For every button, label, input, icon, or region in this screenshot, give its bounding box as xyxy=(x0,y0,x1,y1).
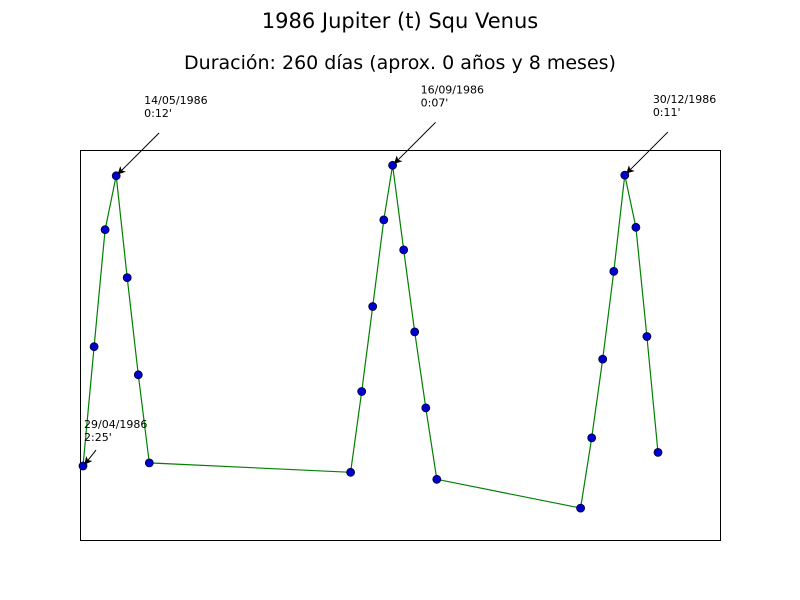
annotation-date: 29/04/1986 xyxy=(84,418,147,431)
data-point-6 xyxy=(144,458,154,468)
data-point-12 xyxy=(399,245,409,255)
data-point-17 xyxy=(587,433,597,443)
data-point-21 xyxy=(631,222,641,232)
annotation-arrow xyxy=(84,449,97,465)
data-point-15 xyxy=(432,474,442,484)
data-point-19 xyxy=(609,266,619,276)
data-point-23 xyxy=(653,447,663,457)
annotation-arrow xyxy=(626,131,669,174)
annotation-time: 2:25' xyxy=(84,431,112,444)
data-point-13 xyxy=(410,327,420,337)
data-point-5 xyxy=(133,370,143,380)
data-point-18 xyxy=(598,354,608,364)
data-point-10 xyxy=(379,215,389,225)
chart-subtitle: Duración: 260 días (aprox. 0 años y 8 me… xyxy=(184,52,616,74)
series-line xyxy=(82,165,659,509)
data-point-4 xyxy=(122,273,132,283)
data-point-14 xyxy=(421,403,431,413)
data-point-16 xyxy=(576,503,585,513)
chart-title: 1986 Jupiter (t) Squ Venus xyxy=(262,9,538,33)
data-point-22 xyxy=(642,332,652,341)
annotation-date: 14/05/1986 xyxy=(144,94,207,107)
annotation-time: 0:12' xyxy=(144,107,172,120)
annotation-date: 30/12/1986 xyxy=(653,93,716,106)
annotation-arrow xyxy=(393,121,436,165)
plot-area-frame xyxy=(80,150,721,541)
series-layer xyxy=(78,160,663,513)
annotation-time: 0:07' xyxy=(421,96,449,109)
data-point-2 xyxy=(100,225,110,235)
annotation-time: 0:11' xyxy=(653,106,681,119)
data-point-8 xyxy=(357,387,367,396)
data-point-1 xyxy=(89,342,99,352)
data-point-7 xyxy=(346,467,356,477)
data-point-9 xyxy=(368,302,378,311)
annotation-arrow xyxy=(117,132,160,175)
annotation-date: 16/09/1986 xyxy=(421,83,484,96)
